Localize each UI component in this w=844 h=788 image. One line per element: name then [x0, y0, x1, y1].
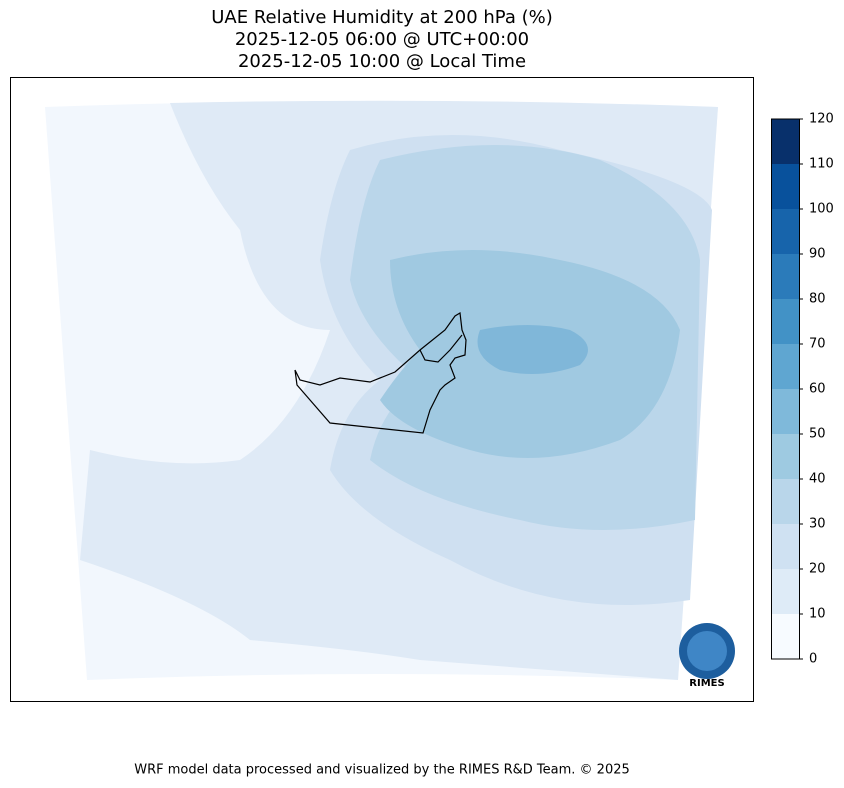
colorbar-tick-label: 90 — [809, 247, 826, 262]
colorbar-tick-label: 40 — [809, 472, 826, 487]
map-field — [45, 100, 718, 680]
title-line: UAE Relative Humidity at 200 hPa (%) — [211, 7, 552, 28]
colorbar-tick-label: 70 — [809, 337, 826, 352]
colorbar-segment — [771, 299, 799, 344]
colorbar-segment — [771, 569, 799, 614]
colorbar-segment — [771, 389, 799, 434]
colorbar-segment — [771, 209, 799, 254]
logo: RIMES — [679, 623, 735, 689]
colorbar-tick-label: 50 — [809, 427, 826, 442]
colorbar-segment — [771, 434, 799, 479]
colorbar-tick-label: 30 — [809, 517, 826, 532]
colorbar-tick-label: 0 — [809, 652, 817, 667]
colorbar-tick-label: 20 — [809, 562, 826, 577]
colorbar-tick-label: 110 — [809, 157, 834, 172]
colorbar-tick-label: 10 — [809, 607, 826, 622]
colorbar-segment — [771, 344, 799, 389]
logo-text: RIMES — [689, 678, 724, 689]
colorbar-tick-label: 120 — [809, 112, 834, 127]
title-line: 2025-12-05 06:00 @ UTC+00:00 — [235, 29, 529, 50]
colorbar-segment — [771, 524, 799, 569]
colorbar-segment — [771, 119, 799, 164]
footer: WRF model data processed and visualized … — [134, 763, 630, 778]
colorbar-segment — [771, 254, 799, 299]
country-border — [294, 312, 467, 434]
title-line: 2025-12-05 10:00 @ Local Time — [238, 51, 526, 72]
colorbar-segment — [771, 164, 799, 209]
colorbar-tick-label: 80 — [809, 292, 826, 307]
colorbar-segment — [771, 614, 799, 659]
colorbar: 0 10 20 30 40 50 60 70 80 90 100 110 120 — [771, 112, 834, 667]
colorbar-segment — [771, 479, 799, 524]
colorbar-tick-label: 100 — [809, 202, 834, 217]
colorbar-tick-label: 60 — [809, 382, 826, 397]
